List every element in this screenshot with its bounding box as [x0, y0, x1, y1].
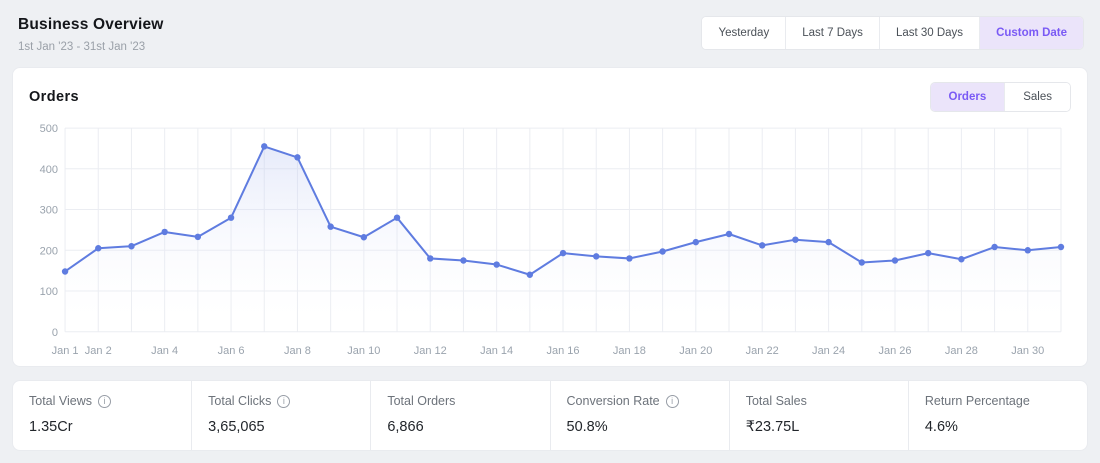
- stat-label: Return Percentage: [924, 394, 1030, 408]
- stat-label-row: Total Orders: [387, 394, 533, 408]
- stat-value: 4.6%: [924, 419, 958, 435]
- svg-text:Jan 24: Jan 24: [812, 345, 845, 357]
- svg-text:400: 400: [40, 164, 58, 176]
- stat-label-row: Conversion Rate i: [567, 394, 713, 408]
- stat-total-views: Total Views i 1.35Cr: [13, 381, 193, 450]
- stat-label-row: Total Views i: [29, 394, 175, 408]
- svg-text:Jan 28: Jan 28: [945, 345, 978, 357]
- info-icon[interactable]: i: [665, 394, 679, 408]
- svg-text:300: 300: [40, 205, 58, 217]
- title-block: Business Overview 1st Jan '23 - 31st Jan…: [18, 16, 164, 53]
- stat-value: 6,866: [387, 419, 424, 435]
- page-title: Business Overview: [18, 16, 164, 33]
- svg-text:Jan 18: Jan 18: [613, 345, 646, 357]
- svg-text:500: 500: [40, 123, 58, 135]
- orders-line-chart: 0 100 200 300 400 500 Jan 1 Jan 2 Jan 4 Jan 6 Jan …: [40, 123, 1065, 357]
- toggle-sales-button[interactable]: Sales: [1005, 83, 1070, 111]
- stat-value: 1.35Cr: [29, 419, 73, 435]
- info-icon[interactable]: i: [277, 394, 291, 408]
- stat-total-clicks: Total Clicks i 3,65,065: [192, 381, 372, 450]
- date-filter-group: Yesterday Last 7 Days Last 30 Days Custo…: [701, 16, 1084, 50]
- stat-conversion-rate: Conversion Rate i 50.8%: [551, 381, 730, 450]
- svg-text:Jan 8: Jan 8: [284, 345, 311, 357]
- svg-text:100: 100: [40, 286, 58, 298]
- svg-text:Jan 20: Jan 20: [679, 345, 712, 357]
- svg-text:Jan 14: Jan 14: [480, 345, 513, 357]
- svg-text:Jan 10: Jan 10: [347, 345, 380, 357]
- svg-text:Jan 2: Jan 2: [85, 345, 112, 357]
- svg-text:Jan 22: Jan 22: [746, 345, 779, 357]
- stat-value: ₹23.75L: [745, 419, 800, 435]
- orders-sales-toggle: Orders Sales: [929, 82, 1071, 112]
- svg-text:Jan 1: Jan 1: [52, 345, 79, 357]
- stat-label: Total Orders: [387, 394, 456, 408]
- stats-card: Total Views i 1.35Cr Total Clicks i 3,65…: [12, 380, 1088, 451]
- stat-label: Total Clicks: [208, 394, 272, 408]
- stat-total-sales: Total Sales ₹23.75L: [730, 381, 909, 450]
- stat-label: Conversion Rate: [566, 394, 660, 408]
- svg-text:Jan 16: Jan 16: [546, 345, 579, 357]
- date-range-label: 1st Jan '23 - 31st Jan '23: [18, 41, 146, 53]
- svg-text:Jan 4: Jan 4: [151, 345, 178, 357]
- filter-custom-date-button[interactable]: Custom Date: [980, 17, 1083, 49]
- svg-text:Jan 30: Jan 30: [1011, 345, 1044, 357]
- stat-value: 3,65,065: [208, 419, 265, 435]
- svg-text:Jan 12: Jan 12: [414, 345, 447, 357]
- stat-return-percentage: Return Percentage 4.6%: [909, 381, 1087, 450]
- svg-text:Jan 6: Jan 6: [218, 345, 245, 357]
- filter-last-7-days-button[interactable]: Last 7 Days: [786, 17, 880, 49]
- stat-label: Total Views: [29, 394, 92, 408]
- orders-chart-card: Orders Orders Sales 0 100 200 300 400 500 Jan …: [12, 67, 1088, 367]
- stat-label: Total Sales: [745, 394, 807, 408]
- filter-yesterday-button[interactable]: Yesterday: [702, 17, 787, 49]
- chart-title: Orders: [29, 89, 79, 105]
- topbar: Business Overview 1st Jan '23 - 31st Jan…: [12, 12, 1088, 53]
- stat-label-row: Total Sales: [746, 394, 892, 408]
- stat-value: 50.8%: [566, 419, 608, 435]
- svg-text:Jan 26: Jan 26: [878, 345, 911, 357]
- svg-text:200: 200: [40, 245, 58, 257]
- stat-label-row: Return Percentage: [925, 394, 1071, 408]
- stat-total-orders: Total Orders 6,866: [371, 381, 551, 450]
- stat-label-row: Total Clicks i: [208, 394, 354, 408]
- chart-card-header: Orders Orders Sales: [29, 82, 1071, 112]
- info-icon[interactable]: i: [98, 394, 111, 408]
- toggle-orders-button[interactable]: Orders: [930, 83, 1006, 111]
- svg-text:0: 0: [52, 327, 58, 339]
- filter-last-30-days-button[interactable]: Last 30 Days: [879, 17, 981, 49]
